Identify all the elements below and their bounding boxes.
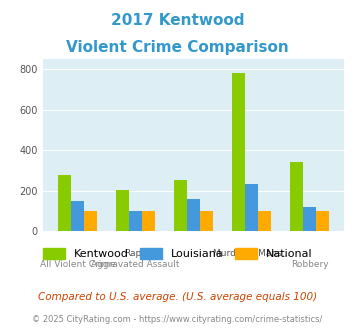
Text: All Violent Crime: All Violent Crime [39, 260, 115, 269]
Bar [303, 207, 316, 231]
Text: 2017 Kentwood: 2017 Kentwood [111, 13, 244, 28]
Text: Aggravated Assault: Aggravated Assault [91, 260, 180, 269]
Text: Robbery: Robbery [291, 260, 328, 269]
Bar [290, 162, 303, 231]
Bar [84, 211, 97, 231]
Bar [245, 183, 258, 231]
Text: Compared to U.S. average. (U.S. average equals 100): Compared to U.S. average. (U.S. average … [38, 292, 317, 302]
Bar [258, 211, 271, 231]
Text: Rape: Rape [124, 249, 147, 258]
Bar [174, 180, 187, 231]
Bar [129, 211, 142, 231]
Bar [58, 176, 71, 231]
Text: Violent Crime Comparison: Violent Crime Comparison [66, 40, 289, 54]
Text: Murder & Mans...: Murder & Mans... [213, 249, 290, 258]
Bar [71, 201, 84, 231]
Text: © 2025 CityRating.com - https://www.cityrating.com/crime-statistics/: © 2025 CityRating.com - https://www.city… [32, 315, 323, 324]
Bar [233, 73, 245, 231]
Bar [116, 190, 129, 231]
Bar [200, 211, 213, 231]
Bar [187, 199, 200, 231]
Bar [142, 211, 154, 231]
Bar [316, 211, 329, 231]
Legend: Kentwood, Louisiana, National: Kentwood, Louisiana, National [38, 243, 317, 263]
